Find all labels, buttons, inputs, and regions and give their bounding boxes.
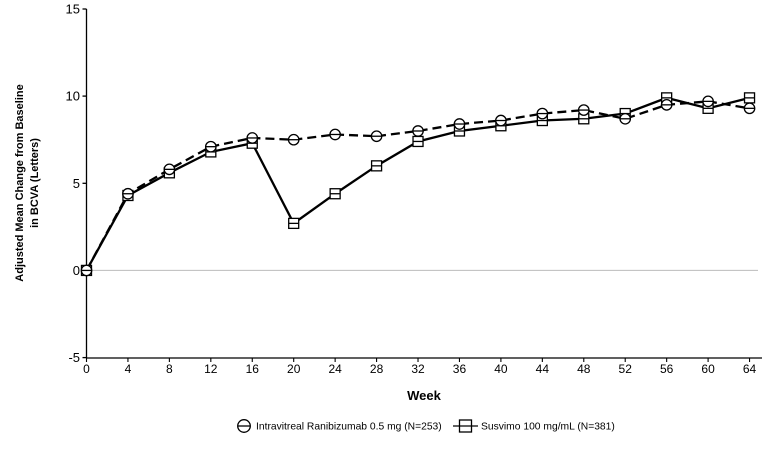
svg-text:Adjusted Mean Change from Base: Adjusted Mean Change from Baseline [14,84,26,281]
svg-text:0: 0 [73,263,80,278]
svg-text:56: 56 [660,362,674,376]
svg-text:60: 60 [701,362,715,376]
svg-text:-5: -5 [68,350,80,365]
svg-text:20: 20 [287,362,301,376]
svg-text:40: 40 [494,362,508,376]
svg-text:36: 36 [453,362,467,376]
svg-text:28: 28 [370,362,384,376]
svg-text:48: 48 [577,362,591,376]
svg-text:24: 24 [328,362,342,376]
svg-text:16: 16 [246,362,260,376]
svg-text:12: 12 [204,362,218,376]
svg-text:10: 10 [66,89,80,104]
svg-text:52: 52 [619,362,633,376]
svg-text:4: 4 [125,362,132,376]
svg-text:Intravitreal Ranibizumab 0.5 m: Intravitreal Ranibizumab 0.5 mg (N=253) [256,422,442,433]
svg-text:44: 44 [536,362,550,376]
svg-text:8: 8 [166,362,173,376]
svg-text:Week: Week [407,388,441,403]
svg-text:Susvimo 100 mg/mL (N=381): Susvimo 100 mg/mL (N=381) [481,422,615,433]
svg-text:64: 64 [743,362,757,376]
svg-text:5: 5 [73,176,80,191]
svg-text:32: 32 [411,362,425,376]
svg-text:15: 15 [66,2,80,17]
svg-text:0: 0 [83,362,90,376]
svg-text:in BCVA (Letters): in BCVA (Letters) [29,138,41,228]
